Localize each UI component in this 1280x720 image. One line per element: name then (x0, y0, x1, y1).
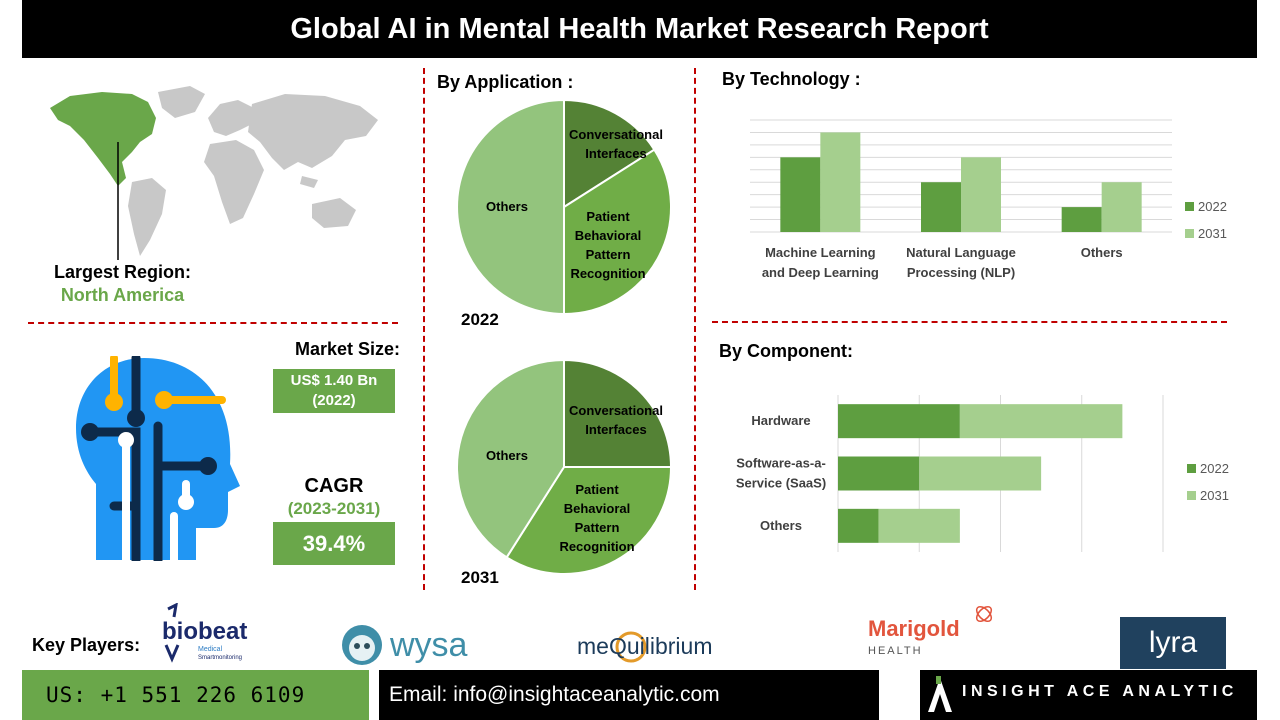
footer-phone-text: US: +1 551 226 6109 (46, 683, 306, 707)
technology-bar-chart: Machine Learning and Deep Learning Natural… (750, 119, 1227, 280)
pie-slice-2022-0 (563, 98, 656, 209)
logo-biobeat-text: biobeat (162, 618, 247, 645)
logo-biobeat-sub: Medical (198, 646, 223, 653)
tech-legend-swatch-2022 (1185, 202, 1194, 211)
tech-legend-label-2022: 2022 (1198, 199, 1227, 214)
tech-category-label-1: Natural Language Processing (NLP) (906, 245, 1016, 280)
pie-label-2022-2: Others (486, 199, 528, 214)
cagr-period: (2023-2031) (287, 499, 381, 518)
divider-left (423, 68, 425, 590)
map-continents (128, 86, 378, 256)
pie-label-2022-1: Patient Behavioral Pattern Recognition (570, 209, 645, 281)
logo-mequilibrium-text: meQuilibrium (577, 633, 712, 659)
logo-wysa-text: wysa (389, 626, 468, 664)
comp-category-label-0: Hardware (751, 413, 810, 428)
comp-legend-swatch-2022 (1187, 464, 1196, 473)
world-map (50, 86, 378, 260)
pie-label-2031-0: Conversational Interfaces (569, 403, 663, 437)
tech-bar-2022-2 (1061, 207, 1102, 232)
component-bar-chart: Hardware Software-as-a-Service (SaaS) Othe… (736, 395, 1229, 552)
logo-biobeat: biobeat Medical Smartmonitoring (162, 603, 247, 663)
logo-mequilibrium: meQuilibrium (577, 631, 712, 663)
logo-wysa: wysa (342, 625, 468, 665)
footer-email-label: Email: (389, 683, 448, 706)
comp-category-label-2: Others (760, 518, 802, 533)
cagr-label: CAGR (304, 475, 364, 497)
component-title: By Component: (719, 341, 853, 361)
market-size-value: US$ 1.40 Bn (290, 372, 378, 389)
tech-bar-2022-0 (780, 157, 821, 232)
tech-bar-2031-0 (820, 132, 861, 232)
pie-year-2031: 2031 (461, 568, 499, 587)
pie-slice-2022-2 (456, 98, 565, 316)
comp-category-label-1: Software-as-a-Service (SaaS) (736, 456, 826, 491)
cagr-box: 39.4% (273, 522, 395, 565)
comp-bar-2031-1 (919, 456, 1042, 491)
comp-legend-label-2022: 2022 (1200, 461, 1229, 476)
application-title: By Application : (437, 72, 574, 92)
brand-name: INSIGHT ACE ANALYTIC (962, 683, 1238, 700)
divider-right (694, 68, 696, 590)
logo-marigold: Marigold HEALTH (868, 605, 993, 657)
map-north-america (50, 92, 156, 186)
comp-bar-2022-2 (838, 508, 879, 543)
page-title: Global AI in Mental Health Market Resear… (22, 0, 1257, 58)
pie-label-2031-1: Patient Behavioral Pattern Recognition (559, 482, 634, 554)
tech-bar-2031-1 (961, 157, 1001, 232)
comp-bar-2031-2 (878, 508, 960, 543)
comp-bar-2031-0 (959, 404, 1123, 439)
cagr-value: 39.4% (302, 530, 366, 556)
divider-region (28, 322, 398, 324)
pie-chart-2031: Conversational Interfaces Patient Behaviora… (456, 358, 673, 575)
brand-logo-icon (928, 676, 952, 712)
technology-title: By Technology : (722, 69, 861, 89)
ai-head-icon (76, 356, 240, 561)
pie-label-2031-2: Others (486, 448, 528, 463)
pie-slice-2031-2 (456, 358, 565, 559)
pie-slice-2022-1 (563, 148, 672, 316)
logo-marigold-text: Marigold (868, 616, 960, 641)
comp-legend-swatch-2031 (1187, 491, 1196, 500)
footer-phone[interactable]: US: +1 551 226 6109 (22, 670, 369, 720)
key-players-label: Key Players: (32, 635, 141, 655)
footer-email-address: info@insightaceanalytic.com (453, 683, 720, 706)
comp-bar-2022-1 (838, 456, 920, 491)
divider-technology (712, 321, 1227, 323)
tech-category-label-2: Others (1081, 245, 1123, 260)
tech-category-label-0: Machine Learning and Deep Learning (762, 245, 879, 280)
footer-brand: INSIGHT ACE ANALYTIC (920, 670, 1257, 720)
logo-lyra-text: lyra (1148, 626, 1198, 659)
largest-region-label: Largest Region: (53, 262, 191, 282)
market-size-year: (2022) (312, 392, 356, 409)
tech-legend-swatch-2031 (1185, 229, 1194, 238)
logo-marigold-sub: HEALTH (868, 645, 923, 657)
pie-year-2022: 2022 (461, 310, 499, 329)
footer-email[interactable]: Email: info@insightaceanalytic.com (379, 670, 879, 720)
market-size-box: US$ 1.40 Bn (2022) (273, 369, 395, 413)
page-title-text: Global AI in Mental Health Market Resear… (290, 12, 989, 45)
pie-chart-2022: Conversational Interfaces Patient Behaviora… (456, 98, 672, 316)
tech-bar-2022-1 (921, 182, 961, 232)
tech-legend-label-2031: 2031 (1198, 226, 1227, 241)
logo-biobeat-sub2: Smartmonitoring (198, 655, 242, 661)
pie-label-2022-0: Conversational Interfaces (569, 127, 663, 161)
logo-lyra: lyra (1120, 617, 1226, 669)
pie-slice-2031-0 (563, 358, 673, 468)
tech-bar-2031-2 (1101, 182, 1142, 232)
comp-bar-2022-0 (838, 404, 960, 439)
comp-legend-label-2031: 2031 (1200, 488, 1229, 503)
largest-region-value: North America (60, 285, 185, 305)
market-size-label: Market Size: (294, 339, 400, 359)
